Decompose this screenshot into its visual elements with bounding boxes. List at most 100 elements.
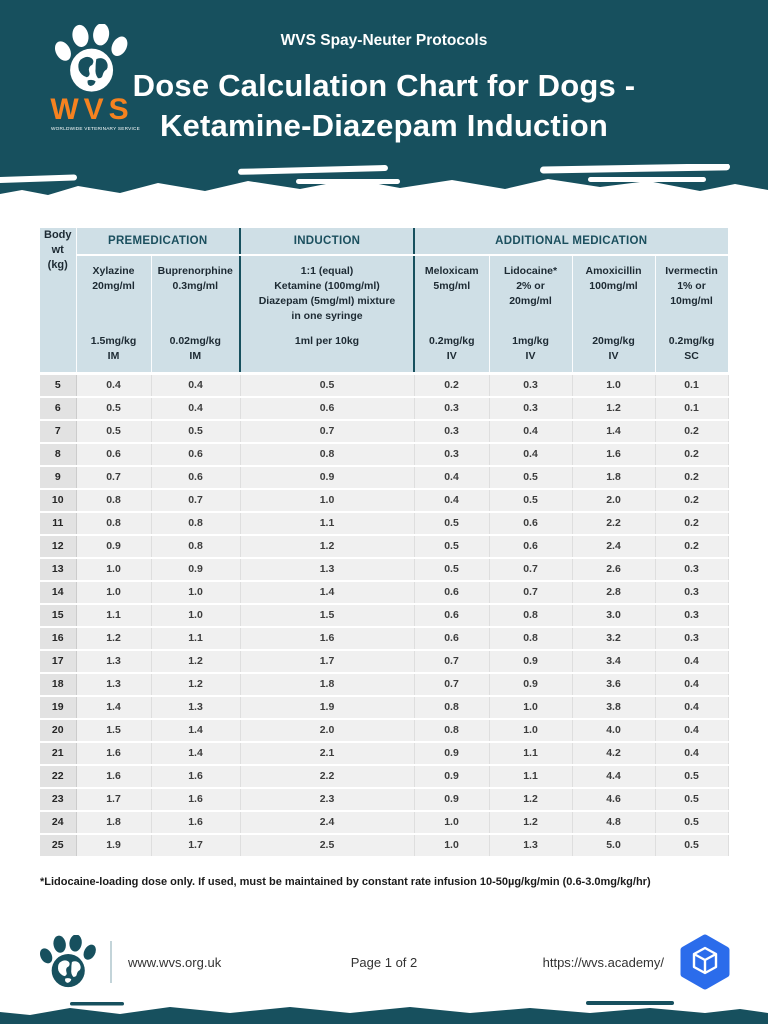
table-row: 10 0.8 0.7 1.0 0.4 0.5 2.0 0.2	[40, 489, 729, 513]
dose-cell: 0.8	[414, 696, 490, 720]
dose-cell: 0.6	[76, 443, 152, 467]
table-row: 9 0.7 0.6 0.9 0.4 0.5 1.8 0.2	[40, 466, 729, 490]
dose-cell: 1.4	[151, 719, 241, 743]
body-weight-cell: 19	[40, 696, 77, 720]
dose-cell: 3.2	[572, 627, 656, 651]
dose-cell: 0.5	[655, 834, 729, 858]
dose-cell: 0.5	[655, 788, 729, 812]
dose-cell: 0.5	[151, 420, 241, 444]
dose-cell: 0.5	[414, 535, 490, 559]
dose-cell: 0.8	[489, 627, 573, 651]
hexagon-cube-icon	[680, 934, 730, 990]
logo-acronym: WVS	[50, 93, 134, 126]
page-footer: www.wvs.org.uk Page 1 of 2 https://wvs.a…	[36, 930, 732, 994]
table-row: 18 1.3 1.2 1.8 0.7 0.9 3.6 0.4	[40, 673, 729, 697]
dose-cell: 0.7	[489, 581, 573, 605]
body-weight-cell: 8	[40, 443, 77, 467]
dose-cell: 0.5	[489, 466, 573, 490]
body-weight-cell: 23	[40, 788, 77, 812]
body-weight-cell: 25	[40, 834, 77, 858]
dose-cell: 1.3	[76, 650, 152, 674]
dose-cell: 0.6	[414, 604, 490, 628]
dose-cell: 0.3	[489, 397, 573, 421]
body-weight-cell: 5	[40, 373, 77, 398]
title-line-1: Dose Calculation Chart for Dogs -	[132, 68, 636, 103]
drug-dose-block: 1mg/kg IV	[512, 335, 549, 362]
dose-cell: 0.5	[76, 397, 152, 421]
column-header-buprenorphine: Buprenorphine 0.3mg/ml 0.02mg/kg IM	[151, 255, 241, 375]
dose-cell: 3.6	[572, 673, 656, 697]
dose-cell: 0.8	[151, 535, 241, 559]
body-weight-cell: 13	[40, 558, 77, 582]
group-header-additional-medication: ADDITIONAL MEDICATION	[414, 228, 729, 256]
paw-globe-icon	[39, 935, 96, 988]
table-row: 24 1.8 1.6 2.4 1.0 1.2 4.8 0.5	[40, 811, 729, 835]
dose-cell: 2.0	[240, 719, 415, 743]
dose-cell: 3.0	[572, 604, 656, 628]
title-line-2: Ketamine-Diazepam Induction	[159, 108, 609, 143]
dose-cell: 0.4	[655, 742, 729, 766]
table-row: 22 1.6 1.6 2.2 0.9 1.1 4.4 0.5	[40, 765, 729, 789]
dose-cell: 1.3	[76, 673, 152, 697]
dose-cell: 1.0	[151, 604, 241, 628]
dose-cell: 1.0	[489, 696, 573, 720]
page-header: WVS WORLDWIDE VETERINARY SERVICE WVS Spa…	[0, 0, 768, 206]
logo-subtext: WORLDWIDE VETERINARY SERVICE	[51, 127, 140, 132]
body-header-line: (kg)	[47, 259, 68, 271]
header-titles: WVS Spay-Neuter Protocols Dose Calculati…	[0, 32, 768, 146]
bottom-brush-bar	[0, 1001, 768, 1024]
page-title: Dose Calculation Chart for Dogs - Ketami…	[0, 66, 768, 146]
dose-cell: 2.0	[572, 489, 656, 513]
wvs-academy-link[interactable]: https://wvs.academy/	[542, 954, 664, 970]
dose-cell: 1.2	[572, 397, 656, 421]
dose-cell: 1.0	[414, 834, 490, 858]
dose-cell: 0.7	[414, 673, 490, 697]
column-header-lidocaine: Lidocaine* 2% or 20mg/ml 1mg/kg IV	[489, 255, 573, 375]
dose-cell: 0.3	[655, 627, 729, 651]
dose-cell: 0.9	[414, 742, 490, 766]
wvs-website-link[interactable]: www.wvs.org.uk	[128, 954, 222, 970]
body-weight-cell: 16	[40, 627, 77, 651]
dose-cell: 0.5	[489, 489, 573, 513]
footer-divider	[110, 941, 112, 983]
dose-cell: 1.3	[240, 558, 415, 582]
table-row: 11 0.8 0.8 1.1 0.5 0.6 2.2 0.2	[40, 512, 729, 536]
dose-cell: 1.6	[76, 765, 152, 789]
footer-right-group: https://wvs.academy/	[543, 934, 732, 990]
dose-cell: 1.5	[240, 604, 415, 628]
dose-cell: 1.9	[240, 696, 415, 720]
dose-cell: 2.6	[572, 558, 656, 582]
body-weight-cell: 11	[40, 512, 77, 536]
dose-cell: 0.8	[76, 489, 152, 513]
dose-cell: 2.2	[572, 512, 656, 536]
drug-dose-block: 0.2mg/kg SC	[668, 335, 715, 362]
dose-cell: 0.9	[414, 788, 490, 812]
body-header-line: wt	[51, 244, 64, 256]
table-row: 23 1.7 1.6 2.3 0.9 1.2 4.6 0.5	[40, 788, 729, 812]
dose-cell: 0.1	[655, 397, 729, 421]
dose-cell: 0.6	[414, 627, 490, 651]
dose-cell: 0.4	[489, 420, 573, 444]
dose-cell: 4.0	[572, 719, 656, 743]
dose-cell: 1.0	[151, 581, 241, 605]
dose-cell: 1.0	[76, 558, 152, 582]
dose-cell: 1.0	[76, 581, 152, 605]
paw-globe-icon	[54, 24, 128, 92]
dose-cell: 0.3	[414, 443, 490, 467]
brush-edge-decoration	[0, 164, 768, 206]
dose-cell: 0.7	[151, 489, 241, 513]
table-row: 21 1.6 1.4 2.1 0.9 1.1 4.2 0.4	[40, 742, 729, 766]
dose-cell: 0.7	[489, 558, 573, 582]
dose-cell: 2.1	[240, 742, 415, 766]
dose-cell: 0.7	[414, 650, 490, 674]
dose-cell: 1.4	[76, 696, 152, 720]
dose-cell: 1.2	[76, 627, 152, 651]
body-weight-cell: 17	[40, 650, 77, 674]
dose-cell: 1.0	[240, 489, 415, 513]
dose-cell: 0.6	[489, 512, 573, 536]
dose-cell: 0.4	[655, 650, 729, 674]
dose-cell: 2.2	[240, 765, 415, 789]
dose-cell: 1.6	[151, 788, 241, 812]
dose-cell: 1.7	[240, 650, 415, 674]
dose-cell: 0.6	[240, 397, 415, 421]
